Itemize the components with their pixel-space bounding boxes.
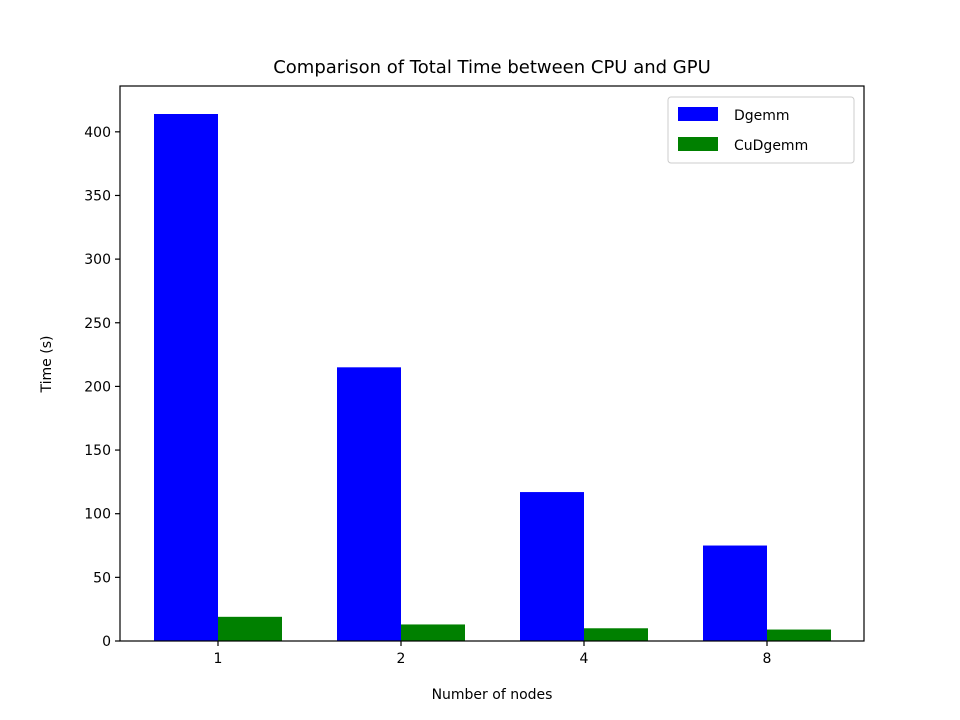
bars-layer [154, 114, 831, 642]
x-tick-label: 4 [580, 651, 589, 667]
bar-cudgemm-2 [401, 624, 465, 641]
legend-label-cudgemm: CuDgemm [734, 138, 808, 154]
x-tick-label: 8 [763, 651, 772, 667]
bar-dgemm-8 [703, 545, 767, 641]
y-tick-label: 350 [84, 188, 111, 204]
legend: Dgemm CuDgemm [667, 96, 855, 164]
y-tick-label: 200 [84, 379, 111, 395]
y-tick-label: 300 [84, 252, 111, 268]
y-tick-label: 400 [84, 125, 111, 141]
x-tick-label: 2 [397, 651, 406, 667]
bar-cudgemm-4 [584, 628, 648, 641]
legend-swatch-dgemm [678, 107, 718, 121]
x-axis-label: Number of nodes [432, 687, 553, 703]
chart-title: Comparison of Total Time between CPU and… [273, 57, 711, 78]
bar-dgemm-1 [154, 114, 218, 642]
legend-swatch-cudgemm [678, 137, 718, 151]
y-tick-label: 50 [93, 570, 111, 586]
y-axis: 0 50 100 150 200 250 300 350 400 [84, 125, 120, 650]
y-axis-label: Time (s) [39, 336, 55, 394]
bar-cudgemm-8 [767, 629, 831, 641]
bar-dgemm-4 [520, 492, 584, 641]
x-tick-label: 1 [214, 651, 223, 667]
y-tick-label: 0 [102, 634, 111, 650]
y-tick-label: 250 [84, 316, 111, 332]
y-tick-label: 100 [84, 507, 111, 523]
bar-cudgemm-1 [218, 616, 282, 641]
legend-label-dgemm: Dgemm [734, 108, 790, 124]
x-axis: 1 2 4 8 [214, 641, 772, 667]
bar-dgemm-2 [337, 367, 401, 641]
plot-frame [119, 85, 865, 642]
y-tick-label: 150 [84, 443, 111, 459]
